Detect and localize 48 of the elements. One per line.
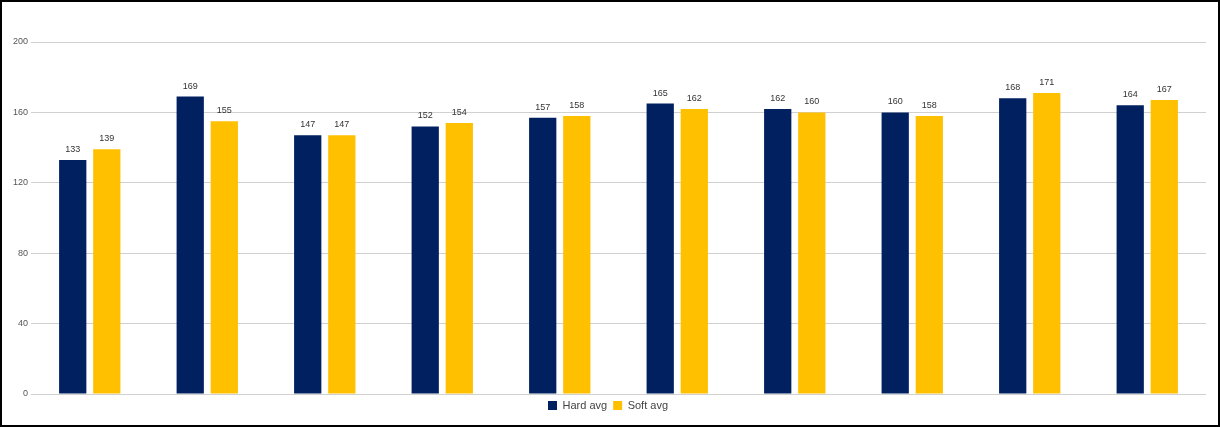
bar (1033, 93, 1061, 394)
data-label: 169 (182, 80, 198, 91)
bar (529, 117, 557, 394)
data-label: 158 (921, 99, 937, 110)
y-tick-label: 40 (18, 318, 29, 329)
bar (999, 98, 1027, 394)
y-tick-label: 160 (12, 106, 29, 117)
bar (680, 108, 708, 394)
bar (1150, 100, 1178, 394)
data-label: 171 (1039, 77, 1055, 88)
data-label: 165 (652, 87, 668, 98)
bar (915, 115, 943, 394)
y-tick-label: 0 (23, 388, 29, 399)
bar (1116, 105, 1144, 394)
bar (294, 135, 322, 394)
bar (411, 126, 439, 394)
bar (93, 149, 121, 394)
data-label: 162 (686, 92, 702, 103)
data-label: 139 (99, 133, 115, 144)
data-label: 152 (417, 110, 433, 121)
bar (563, 115, 591, 394)
data-label: 160 (887, 96, 903, 107)
bar (764, 108, 792, 394)
bar (176, 96, 204, 394)
bar (210, 121, 238, 394)
data-label: 162 (770, 92, 786, 103)
data-label: 168 (1005, 82, 1021, 93)
bar (881, 112, 909, 394)
data-label: 155 (216, 105, 232, 116)
y-tick-label: 200 (12, 36, 29, 47)
data-label: 160 (804, 96, 820, 107)
bar (328, 135, 356, 394)
bar (798, 112, 826, 394)
bar (445, 122, 473, 394)
data-label: 154 (451, 106, 467, 117)
legend-label: Hard avg (562, 398, 608, 411)
y-tick-label: 80 (18, 247, 29, 258)
bar (59, 159, 87, 394)
data-label: 133 (65, 143, 81, 154)
data-label: 147 (334, 119, 350, 130)
data-label: 167 (1156, 84, 1172, 95)
legend-label: Soft avg (627, 398, 668, 411)
data-label: 147 (300, 119, 316, 130)
bar (646, 103, 674, 394)
y-tick-label: 120 (12, 177, 29, 188)
data-label: 157 (535, 101, 551, 112)
data-label: 158 (569, 99, 585, 110)
data-label: 164 (1122, 89, 1138, 100)
